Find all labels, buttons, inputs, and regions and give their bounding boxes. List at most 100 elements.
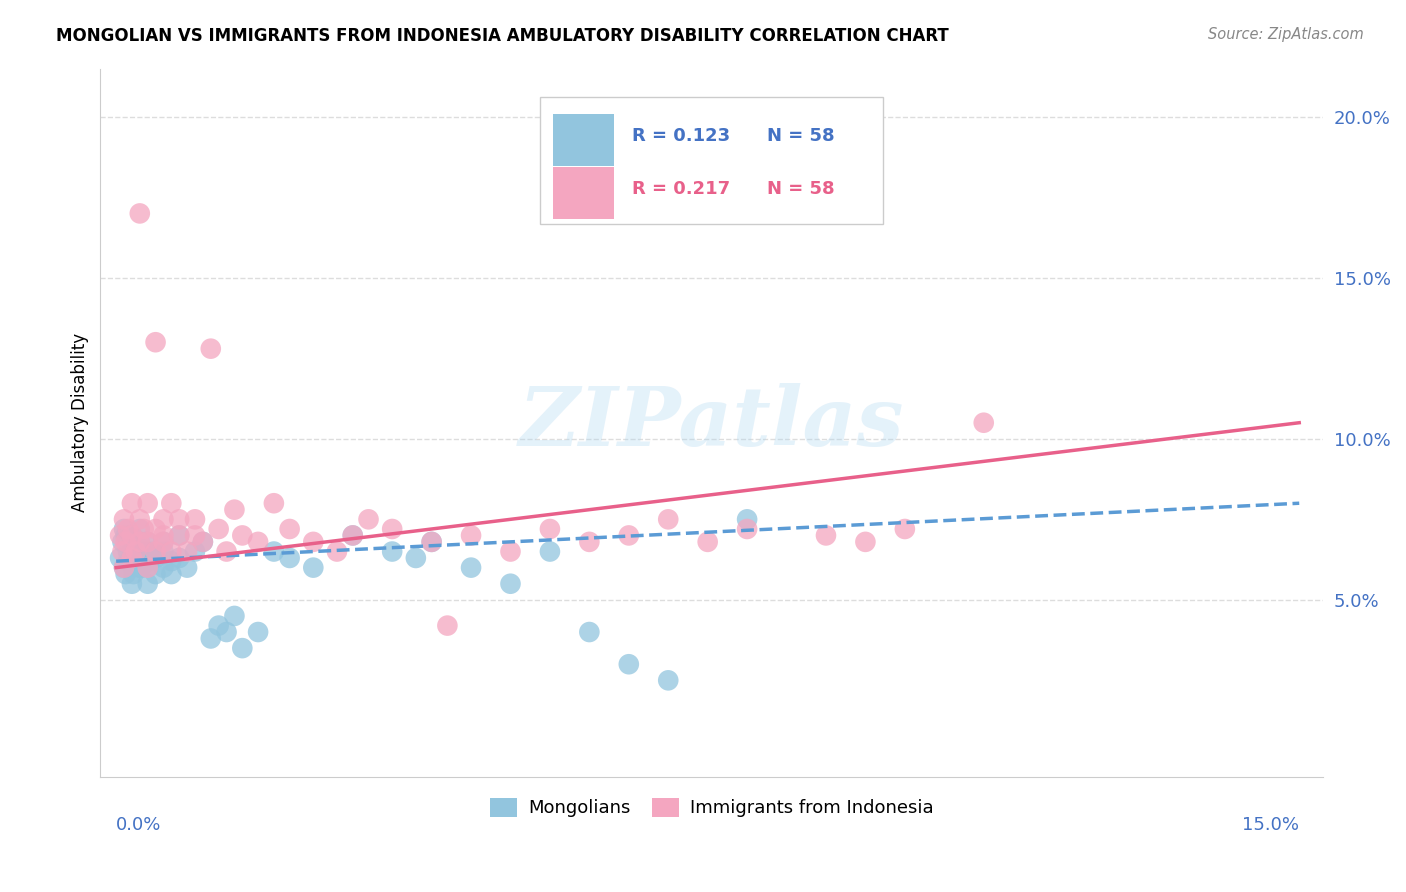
Point xyxy=(128,544,150,558)
Point xyxy=(112,512,135,526)
Point xyxy=(145,335,167,350)
Point xyxy=(160,554,183,568)
Point xyxy=(855,534,877,549)
Point xyxy=(578,625,600,640)
Point xyxy=(231,641,253,656)
Point xyxy=(420,534,443,549)
Point xyxy=(114,528,136,542)
Point xyxy=(735,512,758,526)
Point xyxy=(160,567,183,582)
FancyBboxPatch shape xyxy=(553,113,614,166)
Point xyxy=(420,534,443,549)
Point xyxy=(128,512,150,526)
Point xyxy=(114,534,136,549)
Point xyxy=(191,534,214,549)
Point xyxy=(125,544,148,558)
Point xyxy=(111,534,134,549)
Text: N = 58: N = 58 xyxy=(766,180,834,198)
Point xyxy=(578,534,600,549)
Point xyxy=(215,544,238,558)
Point xyxy=(160,544,183,558)
Point xyxy=(108,551,131,566)
Point xyxy=(405,551,427,566)
Text: R = 0.123: R = 0.123 xyxy=(633,127,730,145)
Point xyxy=(184,528,207,542)
Point xyxy=(224,502,246,516)
Point xyxy=(381,544,404,558)
Point xyxy=(381,522,404,536)
Point xyxy=(112,560,135,574)
Point xyxy=(167,551,190,566)
Text: R = 0.217: R = 0.217 xyxy=(633,180,730,198)
Point xyxy=(215,625,238,640)
Point xyxy=(136,560,159,574)
Point xyxy=(132,522,155,536)
Point xyxy=(117,522,139,536)
Point xyxy=(114,567,136,582)
Point xyxy=(499,576,522,591)
Point xyxy=(617,657,640,672)
Point xyxy=(145,544,167,558)
Point xyxy=(108,528,131,542)
Point xyxy=(152,544,174,558)
Point xyxy=(436,618,458,632)
Text: MONGOLIAN VS IMMIGRANTS FROM INDONESIA AMBULATORY DISABILITY CORRELATION CHART: MONGOLIAN VS IMMIGRANTS FROM INDONESIA A… xyxy=(56,27,949,45)
Point xyxy=(735,522,758,536)
Point xyxy=(122,567,145,582)
FancyBboxPatch shape xyxy=(553,167,614,219)
Point xyxy=(136,534,159,549)
Point xyxy=(121,528,143,542)
Point xyxy=(121,538,143,552)
Point xyxy=(128,560,150,574)
Point xyxy=(167,528,190,542)
Point xyxy=(152,534,174,549)
Point xyxy=(117,554,139,568)
Text: ZIPatlas: ZIPatlas xyxy=(519,383,904,463)
Point xyxy=(160,496,183,510)
Point xyxy=(208,618,231,632)
Point xyxy=(145,522,167,536)
Point xyxy=(152,534,174,549)
Point xyxy=(200,632,222,646)
Point xyxy=(208,522,231,536)
Point xyxy=(894,522,917,536)
Point xyxy=(128,206,150,220)
Point xyxy=(342,528,364,542)
Point xyxy=(152,512,174,526)
Point xyxy=(657,512,679,526)
Point xyxy=(231,528,253,542)
Point xyxy=(125,544,148,558)
Point xyxy=(121,496,143,510)
Point xyxy=(167,528,190,542)
Point xyxy=(302,560,325,574)
Legend: Mongolians, Immigrants from Indonesia: Mongolians, Immigrants from Indonesia xyxy=(482,791,941,824)
Point xyxy=(152,528,174,542)
Y-axis label: Ambulatory Disability: Ambulatory Disability xyxy=(72,334,89,512)
Point xyxy=(132,551,155,566)
Point xyxy=(657,673,679,688)
Point xyxy=(247,625,270,640)
Point xyxy=(224,609,246,624)
Text: 15.0%: 15.0% xyxy=(1243,815,1299,834)
Point xyxy=(342,528,364,542)
Point xyxy=(617,528,640,542)
Point xyxy=(176,560,198,574)
Point xyxy=(357,512,380,526)
Point xyxy=(145,544,167,558)
Point xyxy=(538,544,561,558)
Point xyxy=(128,534,150,549)
Text: 0.0%: 0.0% xyxy=(117,815,162,834)
Point xyxy=(136,534,159,549)
Point xyxy=(460,528,482,542)
Point xyxy=(131,560,153,574)
Point xyxy=(121,576,143,591)
Point xyxy=(128,522,150,536)
Point xyxy=(814,528,837,542)
Point xyxy=(121,528,143,542)
Point xyxy=(460,560,482,574)
Point xyxy=(152,560,174,574)
Point xyxy=(184,512,207,526)
Point xyxy=(112,560,135,574)
Point xyxy=(128,534,150,549)
Point xyxy=(176,544,198,558)
